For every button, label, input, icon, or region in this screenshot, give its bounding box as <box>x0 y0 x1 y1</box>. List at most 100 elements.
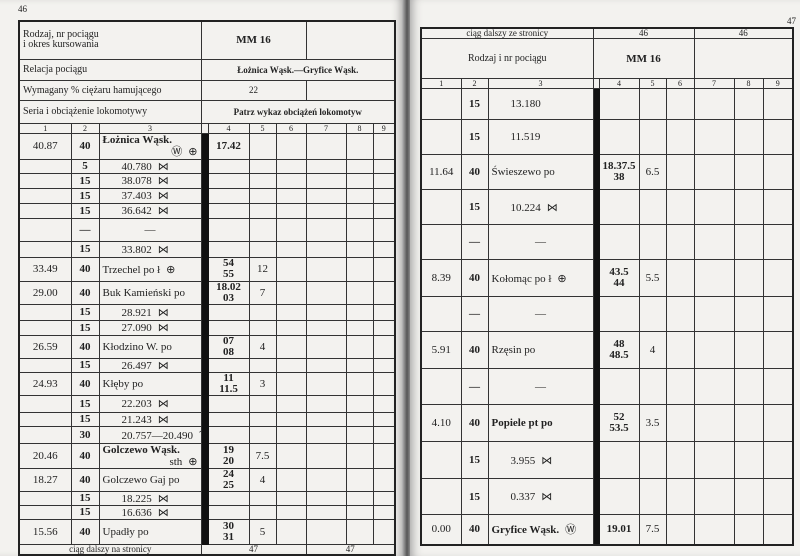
station-name: Gryfice Wąsk. <box>491 524 560 537</box>
empty-cell <box>665 478 695 515</box>
table-row: 5.91 40 Rzęsin po 48 48.5 4 <box>420 331 794 369</box>
time-cell: 43.5 44 <box>598 259 640 297</box>
empty-cell <box>372 202 396 219</box>
empty-cell <box>665 368 695 405</box>
kilometer-cell <box>18 425 72 444</box>
kilometer-cell: 15.56 <box>18 518 72 545</box>
right-page: 47 ciąg dalszy ze stronicy 46 46 Rodzaj … <box>410 0 800 556</box>
arrival-time: 54 <box>223 257 235 269</box>
kilometer-cell <box>420 296 462 332</box>
departure-time: 55 <box>223 268 235 280</box>
time-cell: 52 53.5 <box>598 404 640 442</box>
empty-cell <box>345 187 374 204</box>
speed-cell: 15 <box>70 202 100 219</box>
station-name: Kłodzino W. po <box>102 340 172 353</box>
switch-icon: ⋈ <box>157 175 169 187</box>
table-row: — — <box>420 296 794 332</box>
table-row: 40.87 40 Łożnica Wąsk. Ⓦ ⊕ 17.42 <box>18 132 396 160</box>
time-cell <box>598 119 640 155</box>
page-number: 47 <box>787 16 796 26</box>
empty-cell <box>693 189 735 225</box>
table-row: 15 18.225 ⋈ <box>18 490 396 506</box>
table-row: 5 40.780 ⋈ <box>18 158 396 174</box>
empty-cell <box>665 224 695 260</box>
table-row: 30 20.757—20.490 ⌒ <box>18 425 396 444</box>
empty-cell <box>372 240 396 258</box>
thick-divider <box>200 187 209 204</box>
kilometer-cell <box>18 172 72 189</box>
table-row: 0.00 40 Gryfice Wąsk. Ⓦ 19.01 7.5 <box>420 514 794 545</box>
kilometer-cell <box>18 217 72 242</box>
switch-icon: ⋈ <box>546 201 558 214</box>
table-row: — — <box>420 368 794 405</box>
speed-cell: 40 <box>460 404 489 442</box>
time-cell <box>598 368 640 405</box>
time-cell: 48 48.5 <box>598 331 640 369</box>
empty-cell <box>275 425 307 444</box>
station-name: — <box>144 223 156 236</box>
empty-cell <box>345 490 374 506</box>
speed-cell: 15 <box>460 88 489 120</box>
empty-cell <box>345 518 374 545</box>
time-cell <box>598 441 640 479</box>
kilometer-cell: 8.39 <box>420 259 462 297</box>
empty-cell <box>693 514 735 545</box>
station-suffix: sth ⊕ <box>103 456 197 468</box>
time-cell: 24 25 <box>207 467 250 492</box>
running-time-cell: 5 <box>248 518 277 545</box>
speed-cell: 15 <box>70 357 100 373</box>
running-time-cell <box>248 187 277 204</box>
empty-cell <box>305 394 347 413</box>
empty-cell <box>372 425 396 444</box>
running-time-cell <box>248 303 277 321</box>
thick-divider <box>200 357 209 373</box>
empty-cell <box>305 303 347 321</box>
running-time-cell <box>248 158 277 174</box>
empty-cell <box>305 504 347 520</box>
running-time-cell <box>248 132 277 160</box>
station-name: 33.802 <box>121 243 152 256</box>
empty-cell <box>275 217 307 242</box>
kilometer-cell <box>18 357 72 373</box>
empty-cell <box>372 319 396 336</box>
thick-divider <box>200 256 209 282</box>
table-row: 15.56 40 Upadły po 30 31 5 <box>18 518 396 545</box>
time-cell <box>207 217 250 242</box>
speed-cell: 15 <box>70 240 100 258</box>
station-name: Golczewo Wąsk. <box>102 443 180 456</box>
empty-cell <box>345 334 374 359</box>
continued-page: 47 <box>305 543 396 555</box>
running-time-cell <box>248 217 277 242</box>
speed-cell: — <box>70 217 100 242</box>
empty-cell <box>305 217 347 242</box>
departure-time: 25 <box>223 478 235 491</box>
speed-cell: — <box>460 368 489 405</box>
empty-cell <box>372 187 396 204</box>
time-cell <box>207 172 250 189</box>
station-cell: Golczewo Gaj po <box>98 467 202 492</box>
running-time-cell <box>638 224 667 260</box>
speed-cell: 40 <box>70 518 100 545</box>
station-name: 16.636 <box>121 506 152 519</box>
thick-divider <box>200 442 209 469</box>
empty-cell <box>665 154 695 190</box>
thick-divider <box>200 504 209 520</box>
switch-icon: ⋈ <box>157 492 169 505</box>
empty-cell <box>372 172 396 189</box>
departure-time: 08 <box>223 345 235 358</box>
empty-cell <box>275 280 307 305</box>
time-cell <box>598 88 640 120</box>
speed-cell: 15 <box>70 303 100 321</box>
running-time-cell <box>248 172 277 189</box>
running-time-cell: 5.5 <box>638 259 667 297</box>
table-row: 20.46 40 Golczewo Wąsk. sth ⊕ 19 20 7.5 <box>18 442 396 469</box>
plus-circle-icon: ⊕ <box>188 146 198 158</box>
empty-cell <box>733 331 764 369</box>
time-cell: 19 20 <box>207 442 250 469</box>
empty-cell <box>762 404 794 442</box>
empty-cell <box>733 259 764 297</box>
kilometer-cell: 18.27 <box>18 467 72 492</box>
kilometer-cell: 4.10 <box>420 404 462 442</box>
empty-cell <box>762 368 794 405</box>
